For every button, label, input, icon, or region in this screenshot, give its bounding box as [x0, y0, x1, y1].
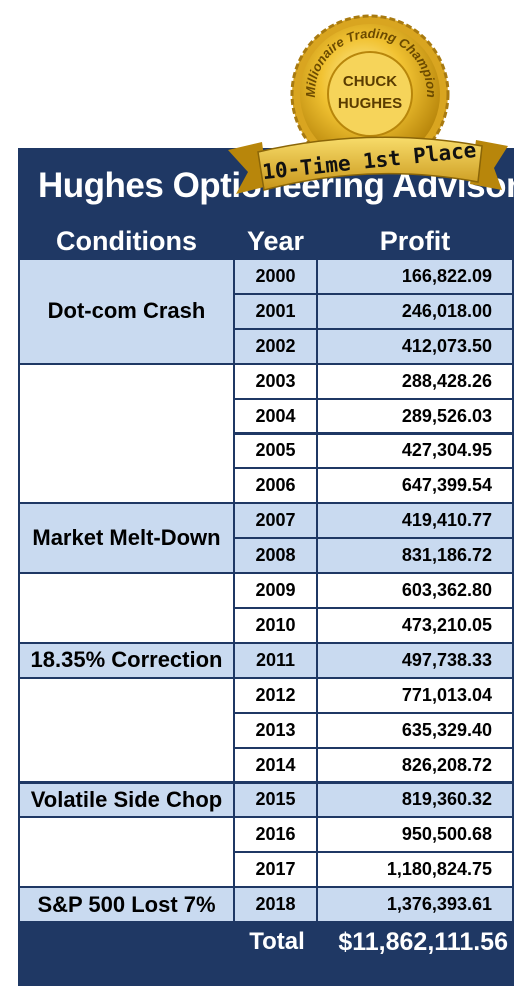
profit-cell: 497,738.33	[318, 643, 512, 677]
year-cell: 2004	[235, 399, 316, 433]
profit-cell: 647,399.54	[318, 469, 512, 503]
profit-cell: 826,208.72	[318, 748, 512, 782]
year-cell: 2010	[235, 609, 316, 642]
condition-cell	[20, 818, 233, 887]
profit-cell: 771,013.04	[318, 678, 512, 712]
header-year: Year	[246, 226, 305, 256]
badge-center	[327, 51, 413, 137]
condition-cell: Volatile Side Chop	[20, 783, 233, 817]
year-cell: 2013	[235, 713, 316, 747]
profit-cell: 1,376,393.61	[318, 888, 512, 922]
year-cell: 2017	[235, 853, 316, 887]
profit-cell: 427,304.95	[318, 434, 512, 468]
condition-cell: 18.35% Correction	[20, 643, 233, 677]
profit-cell: 473,210.05	[318, 609, 512, 642]
condition-cell: Market Melt-Down	[20, 504, 233, 573]
profit-cell: 635,329.40	[318, 713, 512, 747]
header-profit: Profit	[379, 226, 451, 256]
year-cell: 2009	[235, 574, 316, 607]
year-cell: 2011	[235, 643, 316, 677]
profit-cell: 412,073.50	[318, 329, 512, 363]
year-cell: 2007	[235, 504, 316, 538]
profit-cell: 246,018.00	[318, 294, 512, 328]
profit-cell: 166,822.09	[318, 260, 512, 293]
year-cell: 2005	[235, 434, 316, 468]
year-cell: 2002	[235, 329, 316, 363]
year-cell: 2018	[235, 888, 316, 922]
profit-cell: 288,428.26	[318, 364, 512, 398]
year-cell: 2012	[235, 678, 316, 712]
total-value: $11,862,111.56	[338, 928, 508, 956]
ribbon	[257, 136, 483, 191]
year-cell: 2001	[235, 294, 316, 328]
profit-cell: 950,500.68	[318, 818, 512, 852]
condition-cell: S&P 500 Lost 7%	[20, 888, 233, 922]
condition-cell	[20, 574, 233, 642]
badge-name: HUGHES	[338, 95, 402, 112]
badge-name: CHUCK	[343, 73, 397, 90]
profit-cell: 289,526.03	[318, 399, 512, 433]
profit-cell: 831,186.72	[318, 539, 512, 573]
profit-cell: 603,362.80	[318, 574, 512, 607]
year-cell: 2000	[235, 260, 316, 293]
condition-cell: Dot-com Crash	[20, 260, 233, 363]
badge: Millionaire Trading Champion CHUCK HUGHE…	[228, 14, 508, 194]
year-cell: 2006	[235, 469, 316, 503]
profit-cell: 819,360.32	[318, 783, 512, 817]
year-cell: 2008	[235, 539, 316, 573]
profit-cell: 419,410.77	[318, 504, 512, 538]
condition-cell	[20, 678, 233, 782]
year-cell: 2003	[235, 364, 316, 398]
year-cell: 2016	[235, 818, 316, 852]
condition-cell	[20, 364, 233, 503]
header-conditions: Conditions	[56, 226, 197, 256]
year-cell: 2015	[235, 783, 316, 817]
year-cell: 2014	[235, 748, 316, 782]
profit-cell: 1,180,824.75	[318, 853, 512, 887]
total-label: Total	[249, 928, 305, 955]
